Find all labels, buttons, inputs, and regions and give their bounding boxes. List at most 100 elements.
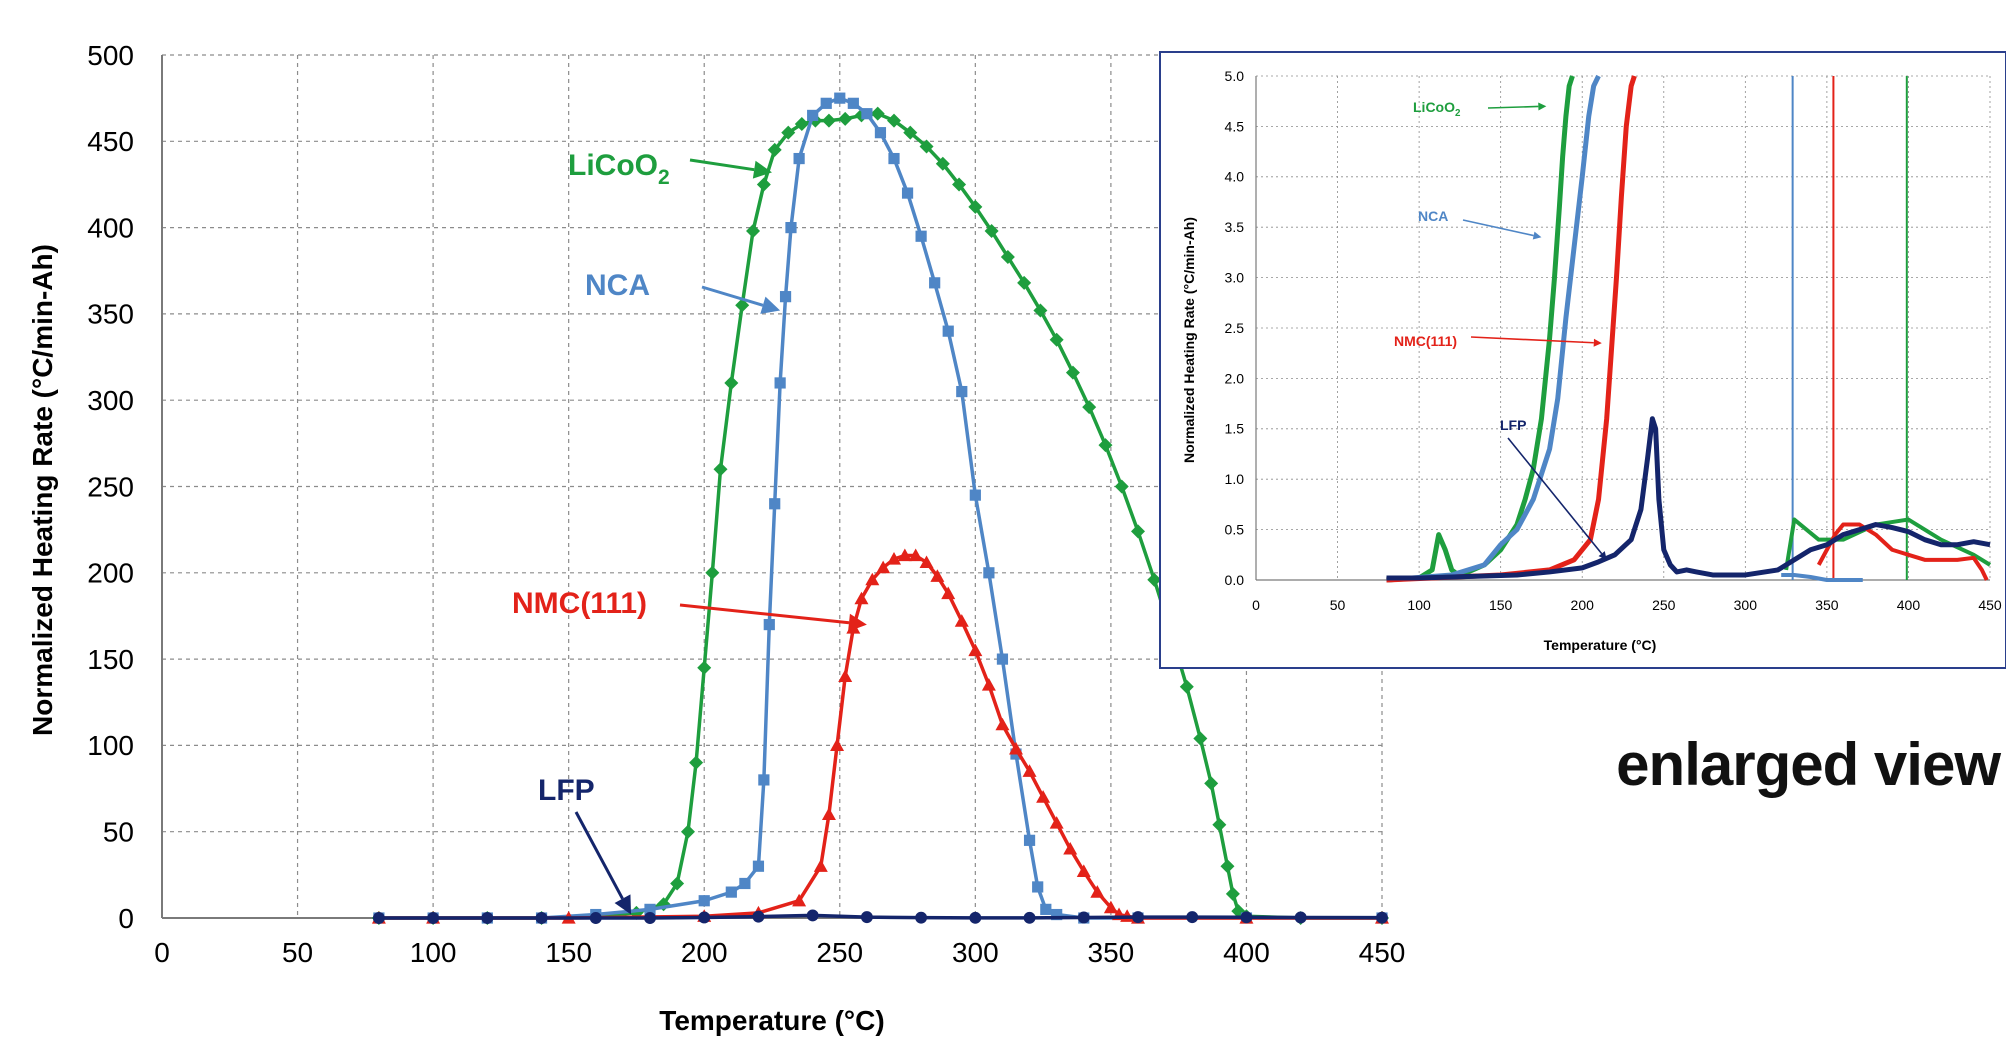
point-licoo2 — [1204, 776, 1219, 791]
arrow-lfp-shaft — [1507, 437, 1603, 555]
arrow-nca-head — [760, 296, 781, 314]
point-nca — [739, 877, 751, 890]
point-lfp — [915, 911, 928, 924]
x-tick-label: 200 — [681, 937, 728, 968]
y-tick-label: 100 — [87, 730, 134, 761]
point-lfp — [969, 911, 982, 924]
tail-nmc-111 — [1816, 522, 1989, 581]
enlarged-view-caption: enlarged view — [1616, 731, 2001, 798]
point-nca — [763, 618, 775, 631]
point-licoo2 — [670, 876, 685, 891]
line-nca — [1386, 74, 1601, 583]
point-lfp — [698, 911, 711, 924]
point-licoo2 — [1193, 731, 1208, 746]
point-lfp — [1077, 911, 1090, 924]
y-tick-label: 400 — [87, 212, 134, 243]
point-lfp — [589, 912, 602, 924]
point-licoo2 — [1017, 275, 1032, 290]
point-licoo2 — [919, 139, 934, 154]
x-tick-label: 50 — [1330, 597, 1346, 613]
point-licoo2 — [1033, 303, 1048, 318]
point-lfp — [806, 909, 819, 922]
point-licoo2 — [767, 142, 782, 157]
inset-y-axis-title: Normalized Heating Rate (°C/min-Ah) — [1181, 217, 1197, 463]
point-nmc-111 — [897, 548, 912, 562]
point-nca — [1023, 834, 1036, 846]
point-nmc-111 — [1090, 885, 1105, 898]
point-nca — [1040, 903, 1052, 915]
y-tick-label: 350 — [87, 299, 134, 330]
arrow-licoo2-head — [1538, 102, 1547, 111]
series-lfp — [372, 909, 1388, 924]
point-lfp — [481, 912, 494, 924]
arrow-licoo2-shaft — [689, 158, 755, 172]
y-tick-label: 250 — [87, 471, 134, 502]
point-nca — [752, 860, 765, 872]
x-tick-label: 0 — [154, 937, 170, 968]
point-nca — [942, 325, 954, 337]
point-nca — [785, 222, 797, 234]
x-tick-label: 100 — [410, 937, 457, 968]
point-lfp — [1186, 911, 1199, 924]
point-lfp — [1376, 911, 1388, 924]
label-nmc-111: NMC(111) — [512, 587, 647, 620]
y-tick-label: 4.5 — [1225, 118, 1245, 134]
point-licoo2 — [1065, 365, 1080, 380]
y-tick-label: 450 — [87, 126, 134, 157]
point-nca — [725, 886, 737, 898]
point-nca — [861, 108, 873, 120]
x-tick-label: 0 — [1252, 597, 1260, 613]
point-nmc-111 — [908, 548, 923, 562]
x-tick-label: 350 — [1815, 597, 1839, 613]
arrow-nmc-111-shaft — [1470, 336, 1594, 344]
y-tick-label: 3.5 — [1225, 219, 1245, 235]
point-lfp — [644, 912, 656, 924]
inset-y-tick-labels: 0.0 0.5 1.0 1.5 2.0 2.5 3.0 3.5 4.0 4.5 5.0 — [1225, 68, 1245, 588]
point-licoo2 — [952, 177, 967, 192]
arrow-nmc-111-head — [848, 613, 867, 632]
point-licoo2 — [1220, 859, 1235, 874]
point-nmc-111 — [981, 677, 996, 691]
y-tick-label: 150 — [87, 644, 134, 675]
y-tick-label: 5.0 — [1225, 68, 1245, 84]
arrow-nmc-111-head — [1593, 338, 1602, 347]
y-tick-label: 3.0 — [1225, 270, 1245, 286]
point-nca — [874, 127, 887, 139]
point-licoo2 — [781, 125, 796, 140]
inset-x-axis-title: Temperature (°C) — [1544, 637, 1657, 653]
inset-grid — [1255, 75, 1991, 581]
point-lfp — [1240, 911, 1253, 924]
point-nca — [820, 97, 832, 109]
point-nca — [901, 187, 914, 199]
y-tick-label: 1.0 — [1225, 471, 1245, 487]
point-nca — [1032, 881, 1044, 893]
arrow-licoo2-shaft — [1487, 105, 1539, 109]
y-tick-label: 4.0 — [1225, 169, 1245, 185]
point-licoo2 — [1225, 886, 1240, 901]
point-licoo2 — [1049, 332, 1064, 347]
point-nmc-111 — [1022, 764, 1037, 777]
x-tick-label: 150 — [1489, 597, 1513, 613]
point-lfp — [372, 912, 385, 924]
point-nca — [1051, 908, 1063, 921]
point-licoo2 — [887, 113, 901, 128]
point-lfp — [1132, 911, 1144, 924]
series-nca — [1386, 74, 1601, 583]
point-nca — [996, 653, 1009, 665]
y-tick-label: 50 — [103, 817, 134, 848]
point-licoo2 — [794, 117, 809, 132]
point-licoo2 — [1212, 817, 1227, 832]
point-nmc-111 — [854, 591, 869, 605]
point-nmc-111 — [1049, 816, 1064, 829]
x-tick-label: 150 — [545, 937, 592, 968]
x-tick-label: 300 — [1734, 597, 1758, 613]
inset-annotations: LiCoO2 NCA NMC(111) LFP — [1394, 99, 1607, 560]
point-nmc-111 — [865, 572, 880, 586]
point-nca — [834, 92, 846, 104]
label-lfp: LFP — [1500, 417, 1526, 433]
y-tick-label: 0.5 — [1225, 522, 1245, 538]
x-tick-label: 250 — [1652, 597, 1676, 613]
label-licoo2: LiCoO2 — [1413, 99, 1461, 119]
